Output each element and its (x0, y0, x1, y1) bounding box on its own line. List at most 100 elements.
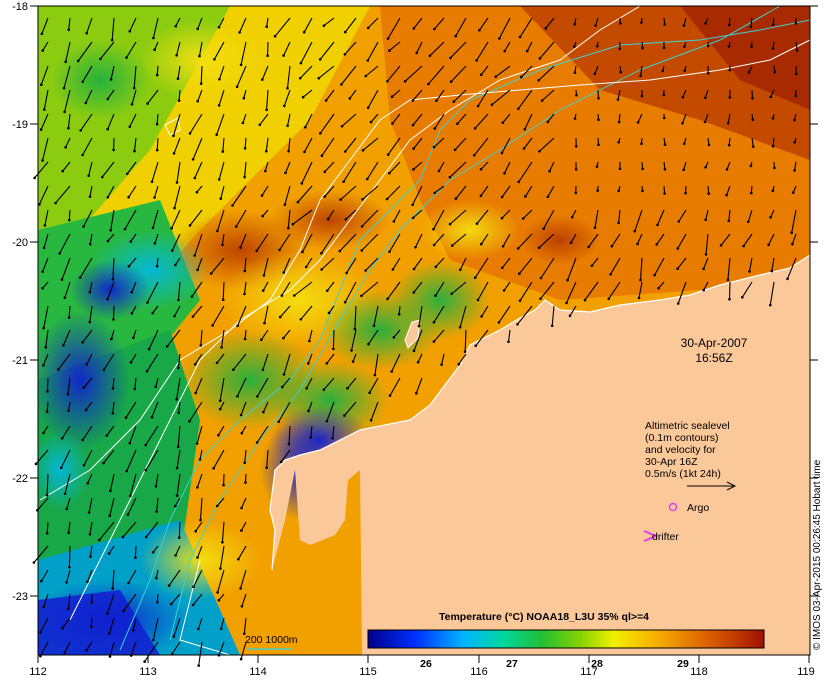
velocity-arrow-head (597, 97, 600, 100)
velocity-arrow-head (704, 218, 707, 221)
velocity-arrow-head (79, 129, 82, 132)
velocity-arrow-head (677, 247, 680, 250)
velocity-arrow-head (796, 49, 799, 52)
velocity-arrow-head (63, 651, 66, 654)
velocity-arrow-head (87, 175, 90, 178)
velocity-arrow-head (575, 94, 578, 97)
velocity-arrow-head (332, 348, 335, 351)
velocity-arrow-head (413, 268, 416, 271)
velocity-arrow-head (156, 601, 159, 604)
velocity-arrow-head (281, 294, 284, 297)
velocity-arrow-head (63, 111, 66, 114)
velocity-arrow-head (636, 243, 639, 246)
velocity-arrow-head (67, 409, 70, 412)
velocity-arrow-head (793, 169, 796, 172)
velocity-arrow-head (501, 152, 504, 155)
velocity-arrow-head (132, 629, 135, 632)
velocity-arrow-head (125, 56, 128, 59)
velocity-arrow-head (122, 610, 125, 613)
velocity-arrow-head (619, 22, 622, 25)
velocity-arrow-head (502, 121, 505, 124)
velocity-arrow-head (750, 26, 753, 29)
velocity-arrow-head (573, 23, 576, 26)
velocity-arrow-head (111, 587, 114, 590)
velocity-arrow-head (277, 421, 280, 424)
velocity-arrow-head (413, 27, 416, 30)
velocity-arrow-head (449, 57, 452, 60)
velocity-arrow-head (107, 196, 110, 199)
velocity-arrow-head (609, 273, 612, 276)
velocity-arrow-head (109, 514, 112, 517)
velocity-arrow-head (107, 240, 110, 243)
velocity-arrow-head (68, 219, 71, 222)
velocity-arrow-head (174, 505, 177, 508)
velocity-arrow-head (551, 325, 554, 328)
velocity-arrow-head (370, 121, 373, 124)
velocity-arrow-head (57, 368, 60, 371)
credit-text: © IMOS 03-Apr-2015 00:26:45 Hobart time (812, 460, 823, 650)
velocity-arrow-head (339, 250, 342, 253)
velocity-arrow-head (617, 98, 620, 101)
velocity-arrow-head (503, 50, 506, 53)
velocity-arrow (135, 546, 136, 558)
velocity-arrow-head (218, 178, 221, 181)
velocity-arrow-head (240, 507, 243, 510)
legend-line: and velocity for (645, 444, 716, 456)
velocity-arrow-head (387, 37, 390, 40)
velocity-arrow-head (495, 75, 498, 78)
velocity-arrow-head (449, 223, 452, 226)
velocity-arrow-head (344, 31, 347, 34)
velocity-arrow-head (617, 141, 620, 144)
velocity-arrow (69, 210, 70, 220)
velocity-arrow-head (41, 270, 44, 273)
velocity-arrow-head (708, 144, 711, 147)
velocity-arrow-head (538, 246, 541, 249)
velocity-arrow-head (594, 226, 597, 229)
velocity-arrow-head (173, 152, 176, 155)
velocity-arrow-head (794, 95, 797, 98)
velocity-arrow-head (618, 121, 621, 124)
velocity-arrow-head (634, 230, 637, 233)
velocity-arrow-head (587, 246, 590, 249)
velocity-arrow-head (501, 267, 504, 270)
velocity-arrow-head (318, 77, 321, 80)
velocity-arrow-head (196, 486, 199, 489)
velocity-arrow-head (107, 98, 110, 101)
velocity-arrow-head (176, 467, 179, 470)
velocity-arrow-head (438, 170, 441, 173)
velocity-arrow-head (520, 76, 523, 79)
velocity-arrow-head (502, 245, 505, 248)
velocity-arrow-head (46, 532, 49, 535)
velocity-arrow-head (242, 122, 245, 125)
velocity-arrow-head (793, 141, 796, 144)
velocity-arrow-head (238, 31, 241, 34)
velocity-arrow-head (110, 78, 113, 81)
velocity-arrow-head (517, 108, 520, 111)
velocity-arrow-head (547, 121, 550, 124)
velocity-arrow-head (657, 287, 660, 290)
velocity-arrow-head (354, 328, 357, 331)
velocity-arrow-head (323, 388, 326, 391)
velocity-arrow-head (728, 298, 731, 301)
velocity-arrow-head (194, 530, 197, 533)
velocity-arrow-head (393, 336, 396, 339)
velocity-arrow-head (412, 124, 415, 127)
velocity-arrow-head (126, 470, 129, 473)
velocity-arrow-head (293, 294, 296, 297)
velocity-arrow-head (641, 168, 644, 171)
velocity-arrow-head (639, 279, 642, 282)
velocity-arrow-head (478, 29, 481, 32)
velocity-arrow-head (131, 291, 134, 294)
velocity-arrow-head (90, 626, 93, 629)
isobath-label: 200 1000m (245, 634, 298, 646)
velocity-arrow-head (704, 97, 707, 100)
velocity-arrow-head (747, 221, 750, 224)
velocity-arrow-head (435, 100, 438, 103)
velocity-arrow-head (544, 27, 547, 30)
velocity-arrow-head (597, 119, 600, 122)
velocity-arrow-head (388, 250, 391, 253)
velocity-arrow-head (611, 245, 614, 248)
velocity-arrow-head (129, 125, 132, 128)
velocity-arrow-head (429, 55, 432, 58)
velocity-arrow-head (413, 291, 416, 294)
